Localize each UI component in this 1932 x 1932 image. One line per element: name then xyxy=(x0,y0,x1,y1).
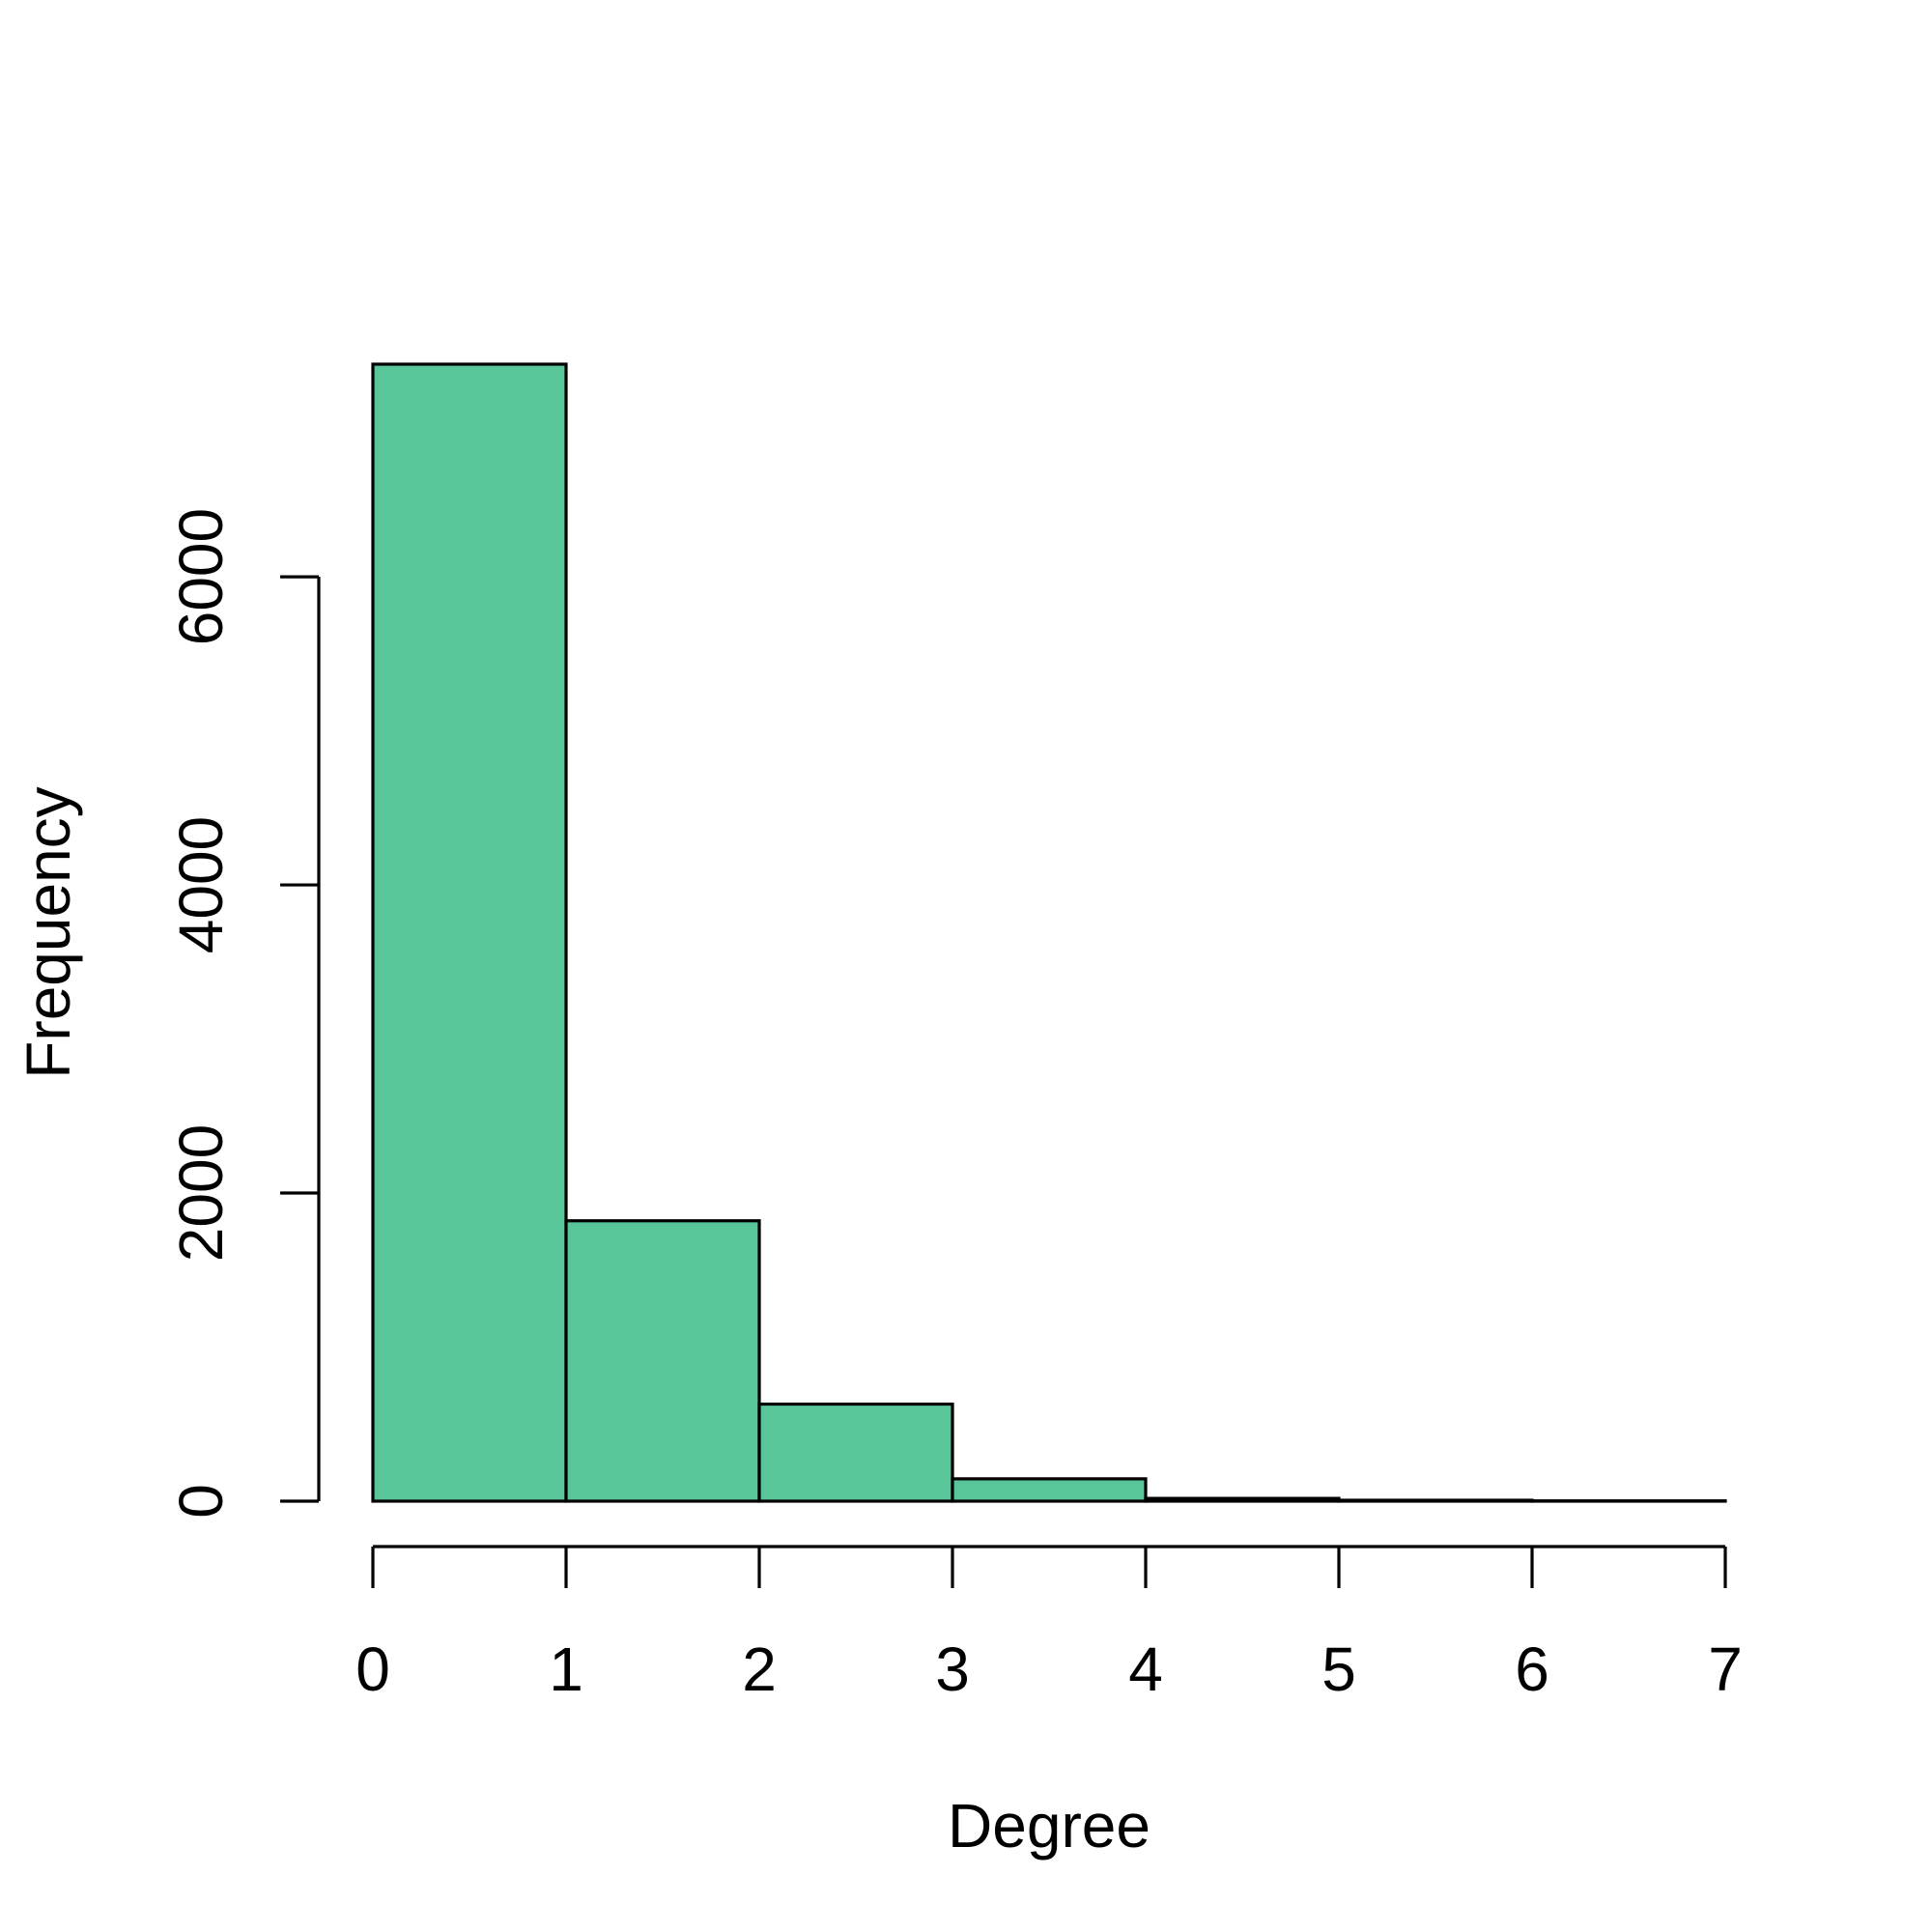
histogram-bar-3 xyxy=(951,1477,1148,1503)
histogram-bar-2 xyxy=(757,1402,954,1503)
y-tick-label: 6000 xyxy=(166,508,236,645)
x-tick-label: 5 xyxy=(1321,1634,1356,1704)
histogram-bar-4 xyxy=(1144,1496,1341,1503)
x-tick-label: 1 xyxy=(549,1634,583,1704)
x-tick-label: 4 xyxy=(1128,1634,1163,1704)
histogram-bars xyxy=(371,362,1727,1503)
x-tick-label: 6 xyxy=(1515,1634,1549,1704)
x-axis-title: Degree xyxy=(948,1791,1151,1861)
y-tick-label: 0 xyxy=(166,1484,236,1519)
histogram-bar-5 xyxy=(1337,1498,1534,1503)
histogram-bar-1 xyxy=(564,1219,761,1503)
x-tick-label: 3 xyxy=(935,1634,970,1704)
histogram-bar-0 xyxy=(371,362,568,1503)
x-axis: 0 1 2 3 4 5 6 7 xyxy=(355,1545,1743,1704)
x-tick-label: 7 xyxy=(1708,1634,1743,1704)
y-axis-title: Frequency xyxy=(14,786,83,1078)
x-tick-label: 0 xyxy=(355,1634,390,1704)
x-tick-label: 2 xyxy=(742,1634,777,1704)
y-tick-label: 2000 xyxy=(166,1124,236,1262)
y-axis: 0 2000 4000 6000 xyxy=(166,508,321,1519)
y-tick-label: 4000 xyxy=(166,816,236,953)
